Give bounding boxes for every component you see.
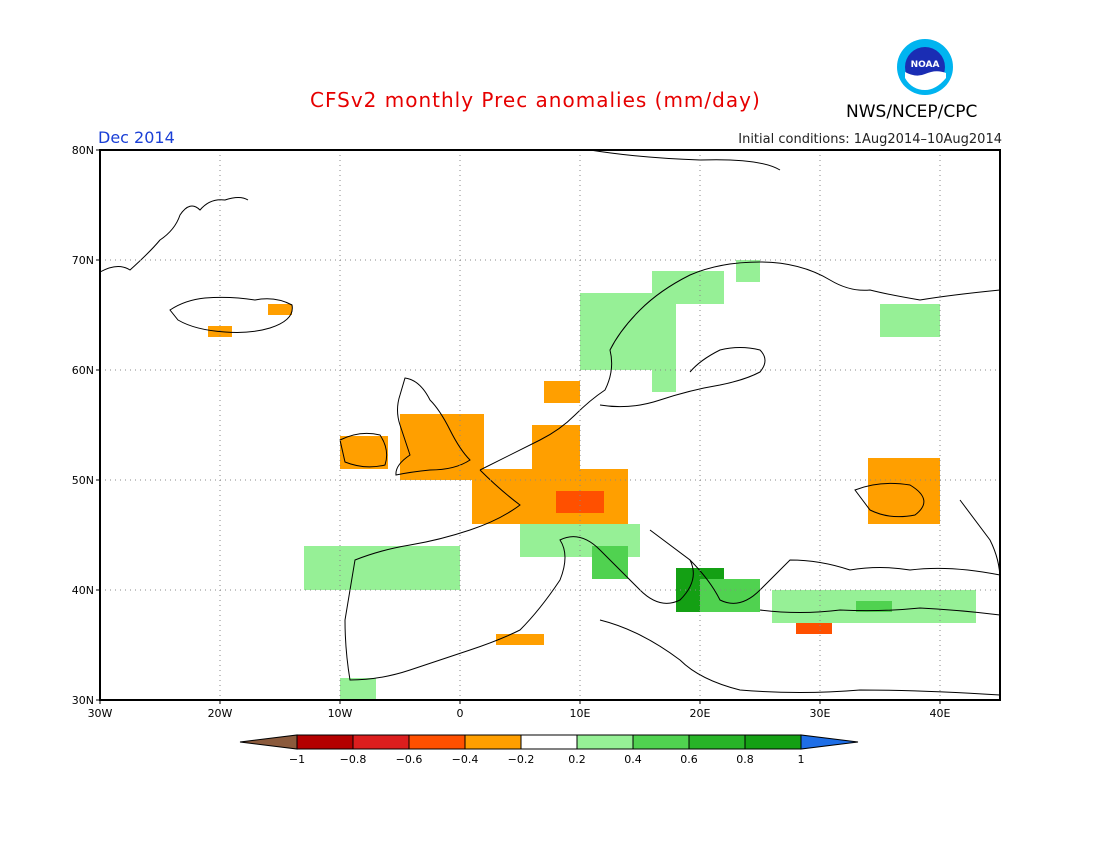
lat-tick-label: 40N xyxy=(72,584,94,597)
colorbar-segment xyxy=(688,734,746,750)
coastlines xyxy=(99,149,1001,696)
colorbar-segment xyxy=(632,734,690,750)
anomaly-cell-10 xyxy=(496,634,544,645)
lon-tick-label: 20E xyxy=(690,707,711,720)
latitude-ticks: 80N 70N 60N 50N 40N 30N xyxy=(72,144,100,707)
chart-title: CFSv2 monthly Prec anomalies (mm/day) xyxy=(310,88,761,112)
anomaly-cell-23 xyxy=(880,304,940,337)
anomaly-cell-15 xyxy=(592,546,628,579)
anomaly-cell-6 xyxy=(532,425,580,480)
anomaly-cell-8 xyxy=(556,491,604,513)
colorbar-label: 0.8 xyxy=(736,753,754,766)
colorbar-label: −0.2 xyxy=(508,753,535,766)
colorbar-label: −1 xyxy=(289,753,305,766)
colorbar-label: 0.2 xyxy=(568,753,586,766)
colorbar-label: −0.8 xyxy=(340,753,367,766)
colorbar-label: 0.4 xyxy=(624,753,642,766)
colorbar-segment xyxy=(352,734,410,750)
agency-label: NWS/NCEP/CPC xyxy=(846,102,978,122)
valid-month-label: Dec 2014 xyxy=(98,128,175,147)
noaa-logo-text: NOAA xyxy=(911,60,940,70)
lat-tick-label: 50N xyxy=(72,474,94,487)
colorbar-label: 0.6 xyxy=(680,753,698,766)
colorbar-segment xyxy=(520,734,578,750)
anomaly-cell-20 xyxy=(580,293,676,370)
anomaly-cell-2 xyxy=(340,436,388,469)
anomaly-cell-9 xyxy=(868,458,940,524)
lon-tick-label: 30W xyxy=(88,707,113,720)
colorbar-segment xyxy=(576,734,634,750)
anomaly-cell-17 xyxy=(700,579,760,612)
map-frame xyxy=(99,149,1001,701)
colorbar-label: −0.4 xyxy=(452,753,479,766)
colorbar-label: −0.6 xyxy=(396,753,423,766)
lon-tick-label: 0 xyxy=(457,707,464,720)
colorbar-segment xyxy=(296,734,354,750)
lon-tick-label: 30E xyxy=(810,707,831,720)
colorbar-high-arrow xyxy=(800,734,859,750)
colorbar-label: 1 xyxy=(798,753,805,766)
anomaly-cell-19 xyxy=(856,601,892,612)
lat-tick-label: 30N xyxy=(72,694,94,707)
lat-tick-label: 80N xyxy=(72,144,94,157)
anomaly-cell-12 xyxy=(796,623,832,634)
colorbar: −1 −0.8 −0.6 −0.4 −0.2 0.2 0.4 0.6 0.8 1 xyxy=(239,734,859,766)
lon-tick-label: 40E xyxy=(930,707,951,720)
lon-tick-label: 10E xyxy=(570,707,591,720)
anomaly-cell-13 xyxy=(304,546,460,590)
colorbar-segment xyxy=(408,734,466,750)
anomaly-cell-1 xyxy=(400,414,484,480)
graticule xyxy=(100,150,1000,700)
anomaly-cell-22 xyxy=(736,260,760,282)
noaa-logo: NOAA xyxy=(897,39,953,95)
colorbar-segment xyxy=(744,734,802,750)
anomaly-cell-24 xyxy=(340,678,376,700)
colorbar-segment xyxy=(464,734,522,750)
colorbar-low-arrow xyxy=(239,734,298,750)
anomaly-cell-4 xyxy=(268,304,292,315)
lat-tick-label: 60N xyxy=(72,364,94,377)
longitude-ticks: 30W 20W 10W 0 10E 20E 30E 40E xyxy=(88,700,951,720)
anomaly-cell-25 xyxy=(652,370,676,392)
lon-tick-label: 10W xyxy=(328,707,353,720)
anomaly-cell-7 xyxy=(544,381,580,403)
lon-tick-label: 20W xyxy=(208,707,233,720)
initial-conditions-label: Initial conditions: 1Aug2014–10Aug2014 xyxy=(738,132,1002,147)
lat-tick-label: 70N xyxy=(72,254,94,267)
